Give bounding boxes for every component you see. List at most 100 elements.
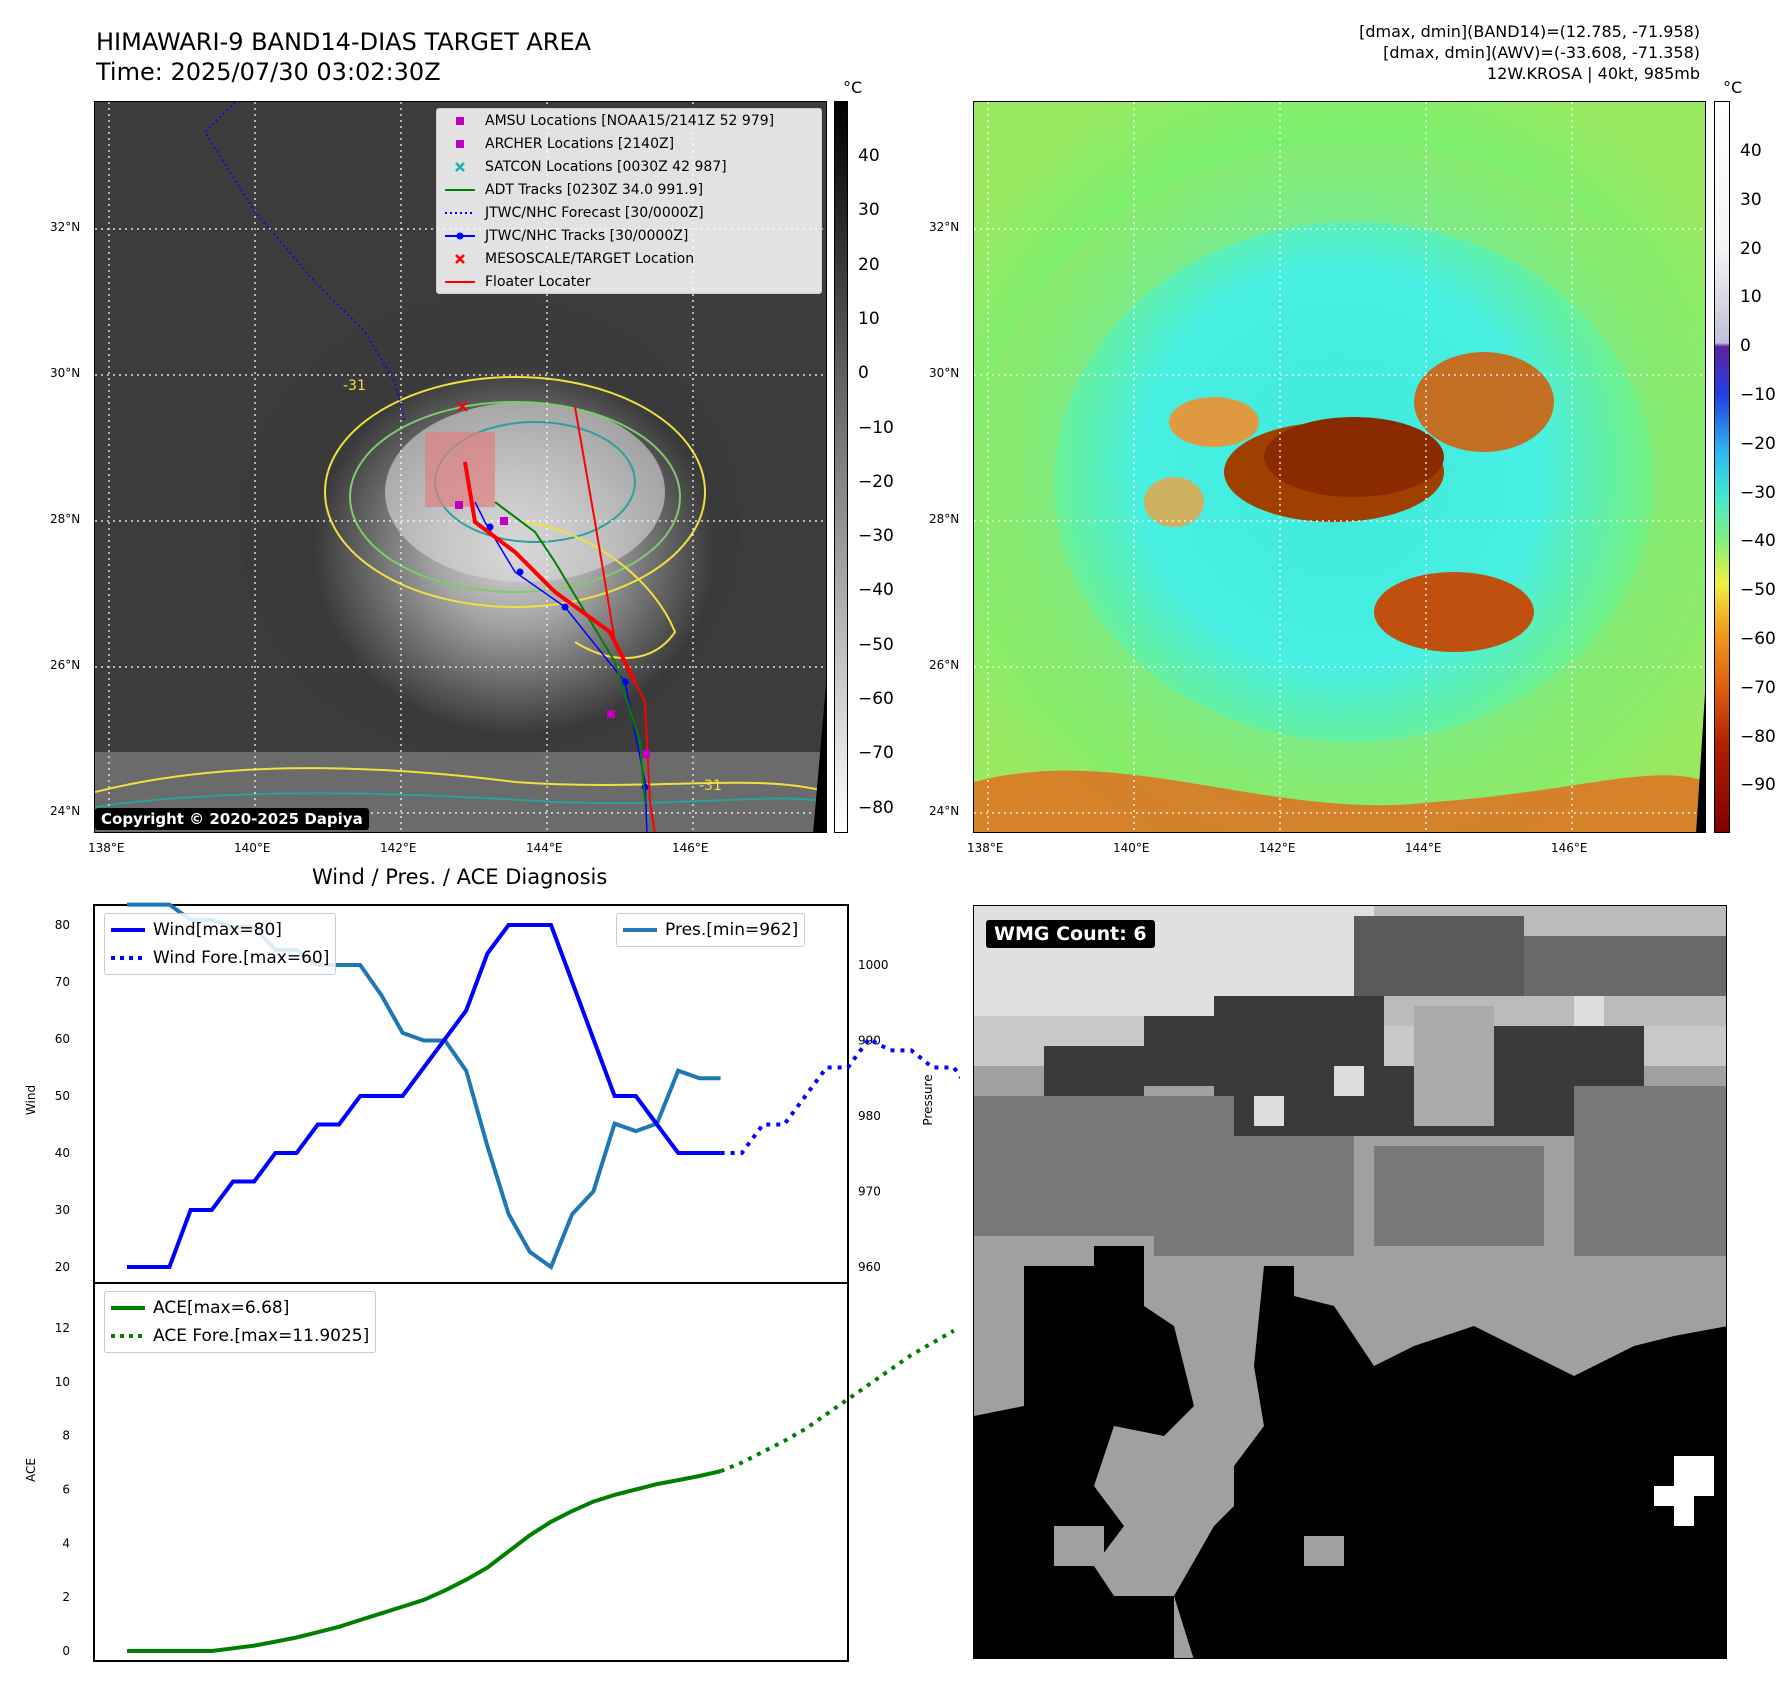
awv-colorbar-tick: −40 — [1740, 531, 1776, 552]
awv-lon-label: 142°E — [1259, 841, 1296, 855]
ir-lat-label: 30°N — [50, 366, 81, 380]
ace-legend: ACE[max=6.68] ACE Fore.[max=11.9025] — [104, 1291, 377, 1353]
svg-text:×: × — [455, 396, 470, 417]
ace-plot-frame — [93, 1282, 849, 1662]
pres-tick-label: 980 — [858, 1109, 881, 1123]
figure-title-line2: Time: 2025/07/30 03:02:30Z — [96, 58, 441, 86]
awv-colorbar-tick: −10 — [1740, 385, 1776, 405]
ir-legend-item: Floater Locater — [437, 270, 821, 293]
legend-label: JTWC/NHC Forecast [30/0000Z] — [485, 204, 704, 221]
awv-colorbar-tick: 0 — [1740, 336, 1751, 357]
awv-colorbar-tick: −20 — [1740, 433, 1776, 454]
diagnosis-title: Wind / Pres. / ACE Diagnosis — [312, 865, 608, 889]
awv-colorbar-tick: 20 — [1740, 238, 1762, 259]
ir-legend-item: MESOSCALE/TARGET Location — [437, 247, 821, 270]
awv-colorbar-tick: −80 — [1740, 726, 1776, 747]
ir-map-panel: × -31 -31 AMSU Locations [NOAA15/2141Z 5… — [94, 101, 827, 833]
ir-legend: AMSU Locations [NOAA15/2141Z 52 979] ARCH… — [436, 108, 822, 294]
ace-tick-label: 4 — [62, 1536, 70, 1550]
legend-marker-icon — [443, 115, 477, 127]
wmg-panel: WMG Count: 6 — [973, 905, 1727, 1659]
legend-label: ADT Tracks [0230Z 34.0 991.9] — [485, 181, 704, 198]
wind-forecast-series-line — [720, 1036, 960, 1155]
legend-marker-icon — [443, 230, 477, 242]
ir-colorbar-unit: °C — [843, 78, 863, 97]
ir-colorbar-tick: −80 — [858, 797, 894, 818]
pres-tick-label: 990 — [858, 1034, 881, 1048]
ir-lat-label: 28°N — [50, 512, 81, 526]
ir-legend-item: JTWC/NHC Forecast [30/0000Z] — [437, 201, 821, 224]
legend-marker-icon — [443, 184, 477, 196]
pres-legend: Pres.[min=962] — [616, 913, 806, 947]
legend-label: MESOSCALE/TARGET Location — [485, 250, 695, 267]
legend-label: AMSU Locations [NOAA15/2141Z 52 979] — [485, 112, 775, 129]
wmg-count-label: WMG Count: 6 — [986, 920, 1155, 948]
awv-colorbar-tick: −60 — [1740, 629, 1776, 649]
info-line3: 12W.KROSA | 40kt, 985mb — [1487, 64, 1700, 83]
ir-colorbar-tick: 40 — [858, 146, 880, 166]
awv-lat-label: 30°N — [929, 366, 960, 380]
ace-tick-label: 8 — [62, 1429, 70, 1443]
ir-legend-item: ADT Tracks [0230Z 34.0 991.9] — [437, 178, 821, 201]
info-line2: [dmax, dmin](AWV)=(-33.608, -71.358) — [1383, 43, 1700, 62]
wind-legend: Wind[max=80] Wind Fore.[max=60] — [104, 913, 337, 975]
ir-legend-item: JTWC/NHC Tracks [30/0000Z] — [437, 224, 821, 247]
awv-colorbar-tick: −50 — [1740, 580, 1776, 601]
contour-label-a: -31 — [343, 378, 366, 394]
ir-colorbar-tick: −20 — [858, 471, 894, 492]
ir-lon-label: 146°E — [672, 841, 709, 855]
wind-tick-label: 60 — [55, 1032, 70, 1046]
wind-tick-label: 70 — [55, 975, 70, 989]
legend-marker-icon — [443, 276, 477, 288]
ir-lon-label: 144°E — [526, 841, 563, 855]
pres-tick-label: 970 — [858, 1185, 881, 1199]
awv-lon-label: 140°E — [1113, 841, 1150, 855]
ir-colorbar-tick: 20 — [858, 254, 880, 275]
ace-tick-label: 12 — [55, 1321, 70, 1335]
wind-tick-label: 50 — [55, 1089, 70, 1103]
wind-ylabel: Wind — [24, 1085, 38, 1115]
ace-ylabel: ACE — [24, 1458, 38, 1482]
ir-colorbar-tick: 0 — [858, 363, 869, 384]
pres-ylabel: Pressure — [921, 1074, 935, 1125]
ir-colorbar-tick: −50 — [858, 634, 894, 655]
awv-colorbar-tick: −30 — [1740, 482, 1776, 503]
awv-map-panel — [973, 101, 1706, 833]
awv-lon-label: 138°E — [967, 841, 1004, 855]
awv-colorbar-tick: 10 — [1740, 287, 1762, 308]
contour-label-b: -31 — [699, 778, 722, 794]
legend-wind-fore: Wind Fore.[max=60] — [153, 948, 330, 968]
ace-forecast-series-line — [719, 1328, 955, 1474]
awv-colorbar-tick: 30 — [1740, 189, 1762, 210]
ir-lon-label: 142°E — [380, 841, 417, 855]
wind-tick-label: 80 — [55, 918, 70, 932]
ir-colorbar-tick: 30 — [858, 200, 880, 221]
wind-tick-label: 40 — [55, 1146, 70, 1160]
ir-colorbar-tick: −30 — [858, 526, 894, 547]
awv-lon-label: 144°E — [1405, 841, 1442, 855]
ir-colorbar-tick: −70 — [858, 743, 894, 764]
ace-tick-label: 6 — [62, 1483, 70, 1497]
ir-lon-label: 138°E — [88, 841, 125, 855]
legend-ace-fore: ACE Fore.[max=11.9025] — [153, 1326, 370, 1346]
legend-wind: Wind[max=80] — [153, 920, 282, 940]
awv-map-image — [974, 102, 1705, 832]
awv-colorbar-unit: °C — [1723, 78, 1743, 97]
legend-marker-icon — [443, 138, 477, 150]
ace-tick-label: 0 — [62, 1644, 70, 1658]
ir-colorbar-tick: 10 — [858, 308, 880, 329]
info-line1: [dmax, dmin](BAND14)=(12.785, -71.958) — [1359, 22, 1700, 41]
legend-marker-icon — [443, 207, 477, 219]
legend-pres: Pres.[min=962] — [665, 920, 799, 940]
awv-lat-label: 24°N — [929, 804, 960, 818]
ir-lat-label: 32°N — [50, 220, 81, 234]
ir-colorbar-tick: −60 — [858, 689, 894, 709]
awv-colorbar-tick: −90 — [1740, 775, 1776, 796]
awv-lat-label: 26°N — [929, 658, 960, 672]
ace-tick-label: 2 — [62, 1590, 70, 1604]
wind-series-line — [127, 923, 721, 1269]
wind-tick-label: 30 — [55, 1203, 70, 1217]
pres-tick-label: 960 — [858, 1260, 881, 1274]
figure-title-line1: HIMAWARI-9 BAND14-DIAS TARGET AREA — [96, 28, 592, 56]
